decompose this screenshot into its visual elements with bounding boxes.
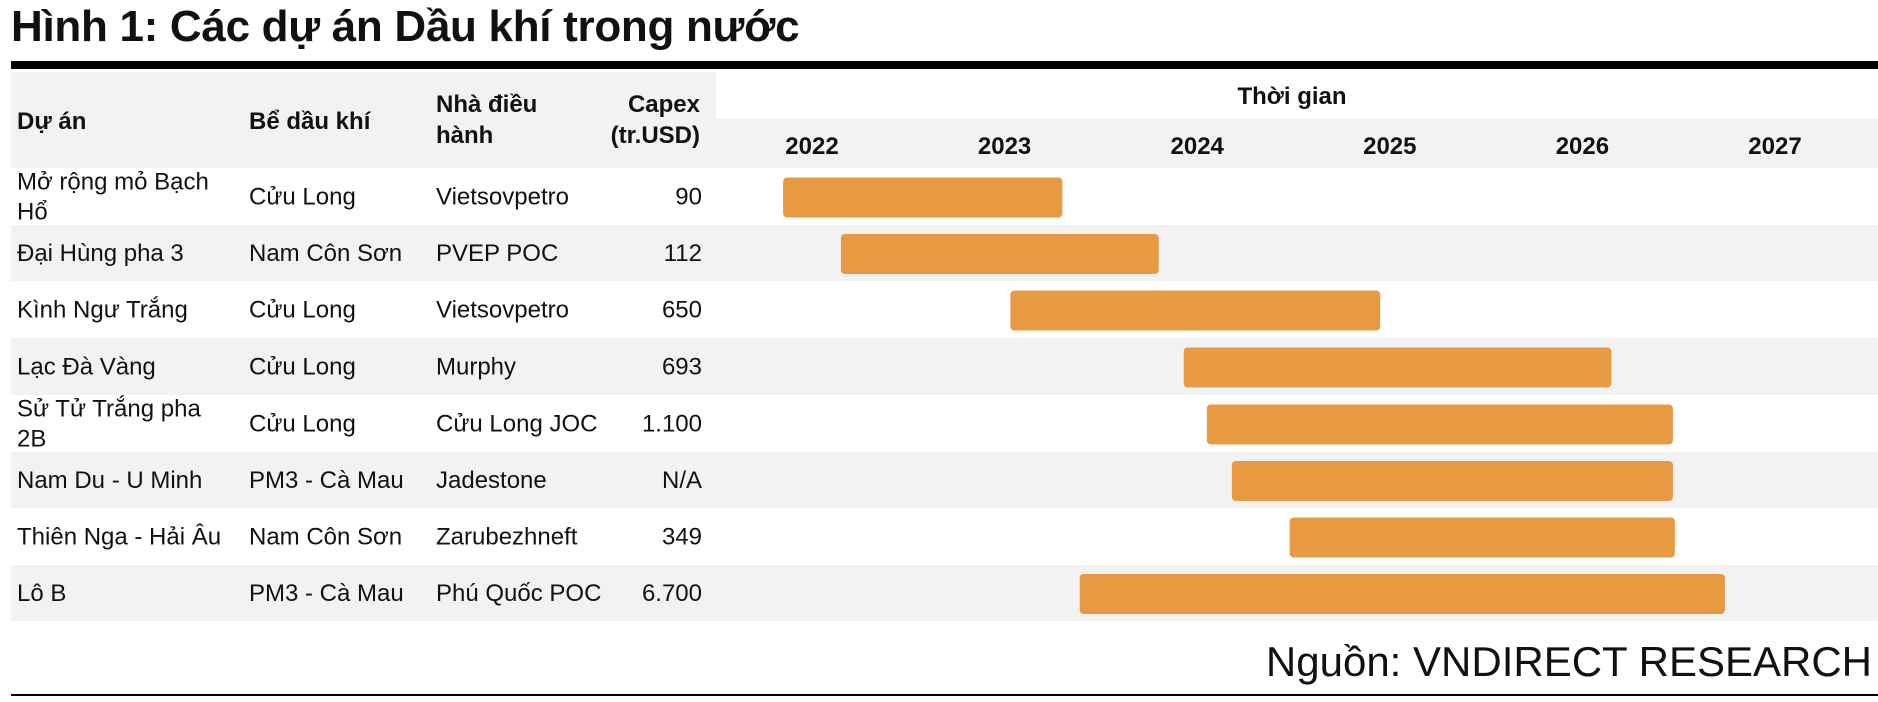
project-name: Sử Tử Trắng pha 2B: [17, 396, 201, 453]
timeline-bar: [1079, 574, 1725, 614]
source-note: Nguồn: VNDIRECT RESEARCH: [1265, 638, 1872, 685]
basin-name: Cửu Long: [249, 297, 356, 324]
column-header-basin: Bể dầu khí: [249, 108, 372, 135]
project-name: Nam Du - U Minh: [17, 467, 202, 494]
basin-name: Nam Côn Sơn: [249, 240, 402, 267]
basin-name: Cửu Long: [249, 354, 356, 381]
operator-name: Phú Quốc POC: [436, 580, 601, 607]
timeline-bar: [1231, 461, 1673, 501]
project-name: Kình Ngư Trắng: [17, 297, 188, 324]
project-name: Mở rộng mỏ Bạch Hổ: [17, 169, 209, 226]
timeline-bar: [783, 177, 1063, 218]
project-name: Đại Hùng pha 3: [17, 240, 184, 267]
year-tick-label: 2024: [1171, 133, 1225, 160]
project-name: Thiên Nga - Hải Âu: [17, 524, 221, 551]
operator-name: Zarubezhneft: [436, 524, 578, 551]
column-header-project: Dự án: [17, 108, 86, 135]
capex-value: 6.700: [642, 580, 702, 607]
header-band-years: [716, 118, 1878, 168]
year-tick-label: 2026: [1556, 133, 1609, 160]
column-header-capex: Capex (tr.USD): [611, 91, 701, 149]
header-band-table: [11, 72, 716, 168]
timeline-bar: [1206, 404, 1673, 445]
capex-value: 349: [662, 524, 702, 551]
timeline-bar: [1010, 290, 1381, 331]
column-header-timeline: Thời gian: [1237, 83, 1346, 110]
capex-value: 650: [662, 297, 702, 324]
column-header-operator: Nhà điều hành: [436, 91, 537, 149]
year-tick-label: 2022: [785, 133, 838, 160]
year-tick-label: 2027: [1748, 133, 1801, 160]
capex-value: 112: [664, 240, 702, 267]
timeline-bar: [1183, 347, 1612, 388]
operator-name: Jadestone: [436, 467, 547, 494]
bottom-rule: [11, 694, 1878, 696]
chart-title: Hình 1: Các dự án Dầu khí trong nước: [11, 2, 800, 51]
capex-value: 90: [675, 184, 702, 211]
operator-name: Murphy: [436, 354, 516, 381]
basin-name: PM3 - Cà Mau: [249, 580, 404, 607]
timeline-bar: [1289, 517, 1675, 558]
timeline-bar: [840, 234, 1159, 274]
basin-name: Nam Côn Sơn: [249, 524, 402, 551]
year-tick-label: 2023: [978, 133, 1031, 160]
operator-name: Vietsovpetro: [436, 297, 569, 324]
capex-value: 1.100: [642, 411, 702, 438]
capex-value: N/A: [662, 467, 702, 494]
basin-name: Cửu Long: [249, 411, 356, 438]
operator-name: Cửu Long JOC: [436, 411, 597, 438]
title-rule: [11, 61, 1878, 69]
operator-name: Vietsovpetro: [436, 184, 569, 211]
project-name: Lạc Đà Vàng: [17, 354, 156, 381]
basin-name: PM3 - Cà Mau: [249, 467, 404, 494]
year-tick-label: 2025: [1363, 133, 1416, 160]
operator-name: PVEP POC: [436, 240, 558, 267]
basin-name: Cửu Long: [249, 184, 356, 211]
project-name: Lô B: [17, 580, 66, 607]
capex-value: 693: [662, 354, 702, 381]
